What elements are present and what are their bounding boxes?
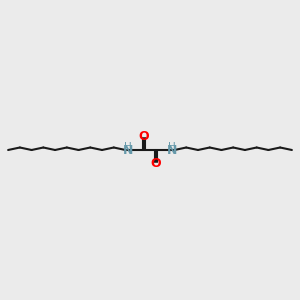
Text: N: N: [123, 145, 133, 158]
Text: H: H: [168, 142, 176, 152]
Text: H: H: [124, 142, 132, 152]
Text: O: O: [151, 157, 161, 170]
Text: N: N: [167, 145, 177, 158]
Text: O: O: [139, 130, 149, 143]
